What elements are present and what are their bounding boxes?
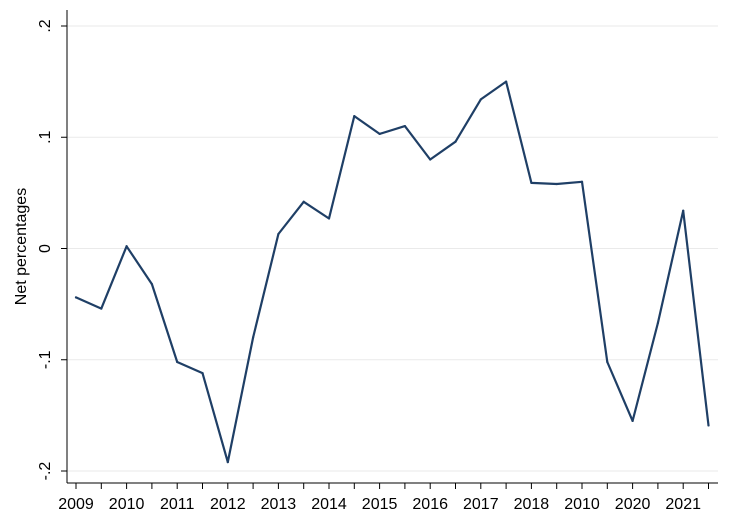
x-tick-label: 2018 bbox=[514, 496, 550, 513]
series-line bbox=[74, 80, 710, 464]
data-point bbox=[150, 283, 153, 286]
x-tick-label: 2014 bbox=[311, 496, 347, 513]
x-tick-label: 2021 bbox=[665, 496, 701, 513]
x-tick-label: 2009 bbox=[58, 496, 94, 513]
y-axis-title: Net percentages bbox=[13, 188, 30, 305]
y-tick-label: .1 bbox=[37, 130, 54, 143]
data-point bbox=[530, 181, 533, 184]
x-tick-label: 2011 bbox=[160, 496, 195, 513]
data-point bbox=[226, 461, 229, 464]
data-point bbox=[403, 125, 406, 128]
x-tick-label: 2012 bbox=[210, 496, 246, 513]
data-point bbox=[606, 360, 609, 364]
x-tick-label: 2010 bbox=[564, 496, 600, 513]
data-point bbox=[252, 336, 255, 339]
data-point bbox=[100, 307, 103, 310]
axes bbox=[66, 10, 718, 484]
gridlines bbox=[67, 25, 718, 472]
x-tick-label: 2010 bbox=[109, 496, 145, 513]
y-tick-label: .2 bbox=[37, 19, 54, 32]
y-tick-label: 0 bbox=[37, 244, 54, 253]
data-point bbox=[580, 180, 584, 183]
series-group bbox=[74, 80, 710, 464]
x-tick-label: 2015 bbox=[362, 496, 398, 513]
y-axis-ticks: -.2 -.1 0 .1 .2 bbox=[37, 19, 67, 480]
data-point bbox=[682, 209, 685, 212]
data-point bbox=[479, 98, 482, 101]
x-tick-label: 2013 bbox=[261, 496, 297, 513]
data-point bbox=[429, 158, 432, 161]
data-point bbox=[176, 360, 179, 364]
data-point bbox=[74, 296, 78, 299]
data-point bbox=[454, 140, 457, 143]
data-point bbox=[201, 372, 204, 375]
data-point bbox=[707, 424, 710, 427]
data-point bbox=[378, 132, 381, 136]
data-point bbox=[353, 115, 356, 118]
data-point bbox=[505, 80, 508, 83]
data-point bbox=[555, 182, 558, 186]
data-point bbox=[302, 200, 305, 203]
y-tick-label: -.1 bbox=[37, 350, 54, 369]
data-point bbox=[125, 245, 128, 248]
data-point bbox=[656, 321, 660, 325]
x-tick-label: 2020 bbox=[615, 496, 651, 513]
data-point bbox=[277, 232, 280, 236]
x-axis-ticks: 2009 2010 2011 2012 2013 2014 2015 2016 2017 2018… bbox=[58, 483, 709, 513]
x-tick-label: 2017 bbox=[463, 496, 499, 513]
y-tick-label: -.2 bbox=[37, 462, 54, 481]
data-point bbox=[631, 419, 634, 423]
x-tick-label: 2016 bbox=[412, 496, 448, 513]
data-point bbox=[327, 217, 331, 220]
